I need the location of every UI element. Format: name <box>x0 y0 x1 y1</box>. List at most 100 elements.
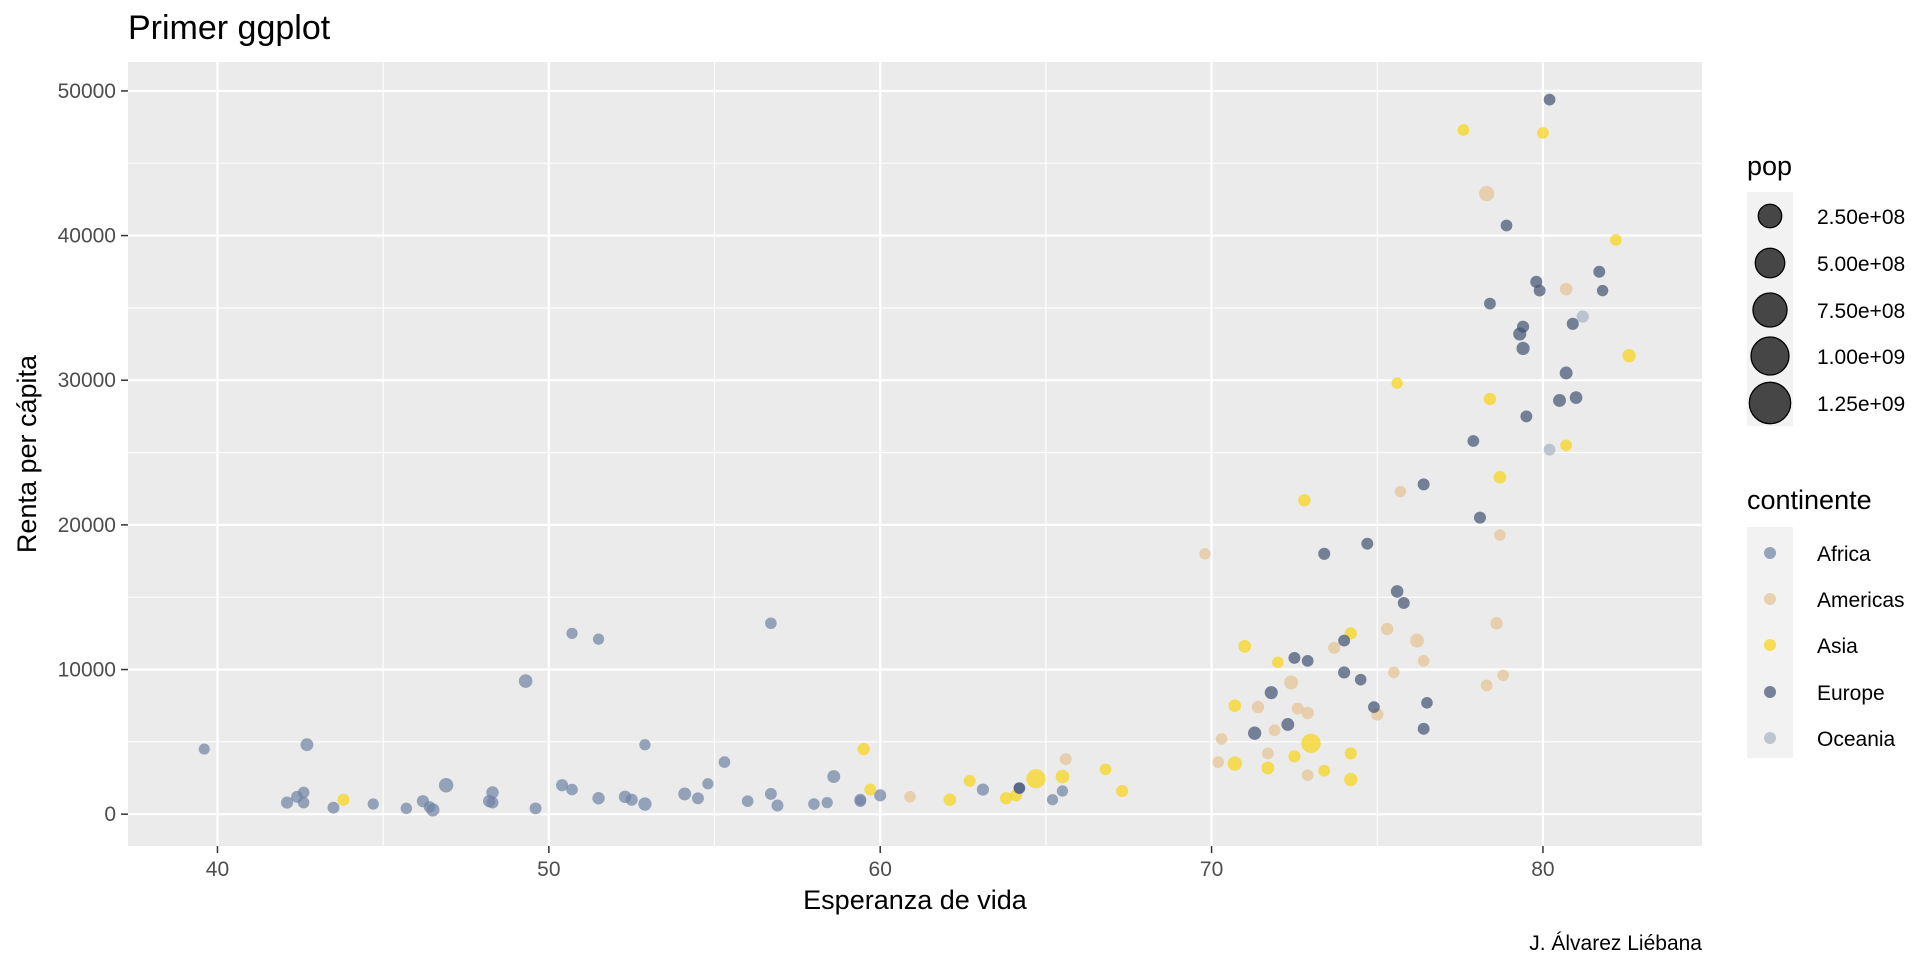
x-axis-title: Esperanza de vida <box>803 885 1028 915</box>
color-legend-label: Americas <box>1817 589 1905 612</box>
data-point-africa <box>827 770 841 784</box>
data-point-asia <box>1537 127 1549 139</box>
data-point-africa <box>976 783 990 796</box>
data-point-europe <box>1301 654 1314 667</box>
data-point-africa <box>1046 794 1059 806</box>
x-tick-label: 40 <box>206 858 229 881</box>
data-point-americas <box>1497 669 1509 682</box>
y-tick-label: 50000 <box>58 80 116 103</box>
data-point-americas <box>1251 700 1265 714</box>
data-point-asia <box>1288 750 1301 763</box>
data-point-europe <box>1318 547 1331 560</box>
y-tick-label: 40000 <box>58 225 116 248</box>
data-point-americas <box>1328 641 1341 654</box>
data-point-asia <box>1099 763 1112 776</box>
data-point-americas <box>1380 622 1394 636</box>
data-point-africa <box>423 801 436 813</box>
data-point-europe <box>1467 435 1480 447</box>
data-point-oceania <box>1576 310 1589 323</box>
color-legend-label: Africa <box>1817 543 1871 566</box>
data-point-asia <box>1483 392 1497 406</box>
data-point-europe <box>1288 652 1301 664</box>
data-point-asia <box>1622 348 1636 363</box>
data-point-americas <box>1268 724 1281 737</box>
x-tick-label: 80 <box>1531 858 1554 881</box>
color-legend-label: Europe <box>1817 682 1885 705</box>
data-point-europe <box>1338 666 1351 679</box>
size-legend-key <box>1752 292 1788 328</box>
data-point-europe <box>1417 722 1430 735</box>
major-gridlines <box>128 62 1702 846</box>
data-point-americas <box>1212 756 1224 768</box>
data-point-africa <box>639 739 651 751</box>
data-point-africa <box>518 674 533 688</box>
data-point-africa <box>741 795 754 807</box>
size-legend-key <box>1757 203 1783 229</box>
data-point-europe <box>1281 718 1295 731</box>
data-point-europe <box>1361 537 1374 550</box>
data-point-africa <box>765 617 777 630</box>
data-point-asia <box>1457 124 1470 136</box>
y-tick-label: 20000 <box>58 514 116 537</box>
data-point-europe <box>1543 93 1556 106</box>
data-point-africa <box>854 795 867 807</box>
data-point-europe <box>1593 265 1606 278</box>
data-point-africa <box>1056 785 1069 797</box>
data-point-asia <box>1228 699 1242 713</box>
data-point-africa <box>678 787 692 801</box>
x-axis-ticks: 40 50 60 70 80 <box>206 846 1555 881</box>
data-point-africa <box>771 799 784 812</box>
data-point-europe <box>1397 597 1410 609</box>
data-point-africa <box>764 787 777 800</box>
data-point-asia <box>864 783 877 796</box>
data-point-africa <box>702 778 714 790</box>
data-point-europe <box>1390 585 1404 598</box>
data-point-africa <box>692 792 704 805</box>
x-tick-label: 70 <box>1200 858 1223 881</box>
data-point-oceania <box>1543 443 1556 456</box>
data-point-europe <box>1596 284 1609 297</box>
color-legend-label: Asia <box>1817 635 1858 658</box>
data-point-asia <box>1026 769 1046 789</box>
data-point-europe <box>1566 317 1579 330</box>
data-point-africa <box>327 801 340 814</box>
data-point-africa <box>300 738 314 752</box>
size-legend-key <box>1748 381 1792 425</box>
size-legend-label: 1.25e+09 <box>1817 393 1905 416</box>
color-legend-key-oceania <box>1764 732 1776 744</box>
data-point-asia <box>1344 772 1358 787</box>
minor-gridlines <box>128 62 1702 846</box>
data-point-americas <box>1199 548 1211 560</box>
data-point-europe <box>1516 341 1530 356</box>
data-point-europe <box>1473 511 1487 524</box>
data-point-africa <box>297 786 310 799</box>
data-point-europe <box>1354 673 1367 686</box>
chart-title: Primer ggplot <box>128 9 331 47</box>
data-point-asia <box>1301 733 1321 754</box>
data-point-africa <box>367 798 379 810</box>
data-point-asia <box>1116 784 1129 798</box>
data-point-africa <box>808 798 820 810</box>
data-point-europe <box>1520 410 1533 423</box>
data-point-africa <box>638 797 652 811</box>
data-point-asia <box>1272 656 1284 669</box>
data-point-asia <box>963 774 976 787</box>
data-point-americas <box>1215 733 1228 745</box>
data-point-europe <box>1559 366 1573 380</box>
data-point-americas <box>1479 186 1495 202</box>
data-point-europe <box>1553 394 1566 407</box>
data-point-americas <box>1301 769 1314 781</box>
data-point-americas <box>1417 655 1430 667</box>
data-point-americas <box>1262 747 1274 760</box>
data-point-europe <box>1248 726 1262 740</box>
data-point-asia <box>1609 234 1622 246</box>
size-legend-label: 5.00e+08 <box>1817 253 1905 276</box>
data-point-asia <box>943 793 957 806</box>
size-legend-key <box>1754 247 1786 279</box>
data-point-africa <box>566 783 578 796</box>
data-point-asia <box>1227 756 1242 771</box>
color-legend-key-africa <box>1764 547 1776 559</box>
data-point-asia <box>999 792 1013 805</box>
chart-caption: J. Álvarez Liébana <box>1529 932 1702 955</box>
